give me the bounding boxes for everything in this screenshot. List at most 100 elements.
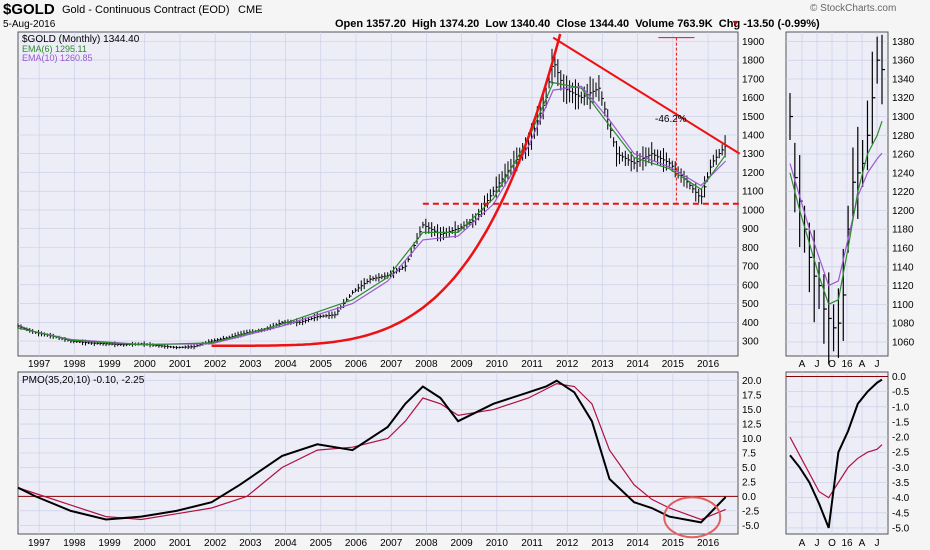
pmo-x-tick: 2000 <box>134 538 157 549</box>
zoom-pmo-y-tick: -3.0 <box>892 463 910 474</box>
pmo-legend: PMO(35,20,10) -0.10, -2.25 <box>22 375 145 386</box>
ema6-line <box>17 81 727 346</box>
zoom-y-tick: 1260 <box>892 150 915 161</box>
pmo-highlight-circle <box>663 496 722 539</box>
pmo-x-tick: 1999 <box>98 538 121 549</box>
zoom-x-tick: O <box>828 359 836 370</box>
zoom-pmo-x-tick: J <box>875 538 880 549</box>
resistance-line <box>552 36 741 155</box>
price-y-tick: 1400 <box>742 131 765 142</box>
watermark: © StockCharts.com <box>810 3 896 14</box>
price-x-tick: 2006 <box>345 359 368 370</box>
zoom-y-tick: 1220 <box>892 187 915 198</box>
zoom-pmo-y-tick: -3.5 <box>892 478 910 489</box>
pmo-x-tick: 1998 <box>63 538 86 549</box>
pmo-y-tick: 15.0 <box>742 405 762 416</box>
pmo-x-tick: 2005 <box>310 538 333 549</box>
pmo-x-tick: 2013 <box>591 538 614 549</box>
price-y-tick: 800 <box>742 243 759 254</box>
zoom-pmo-y-tick: -5.0 <box>892 523 910 534</box>
zoom-price-panel <box>785 31 889 357</box>
zoom-pmo-x-tick: A <box>799 538 806 549</box>
zoom-pmo-line <box>789 378 883 529</box>
price-x-tick: 2005 <box>310 359 333 370</box>
ema6-legend: EMA(6) 1295.11 <box>22 44 87 54</box>
price-y-tick: 300 <box>742 337 759 348</box>
zoom-x-tick: 16 <box>841 359 853 370</box>
zoom-y-tick: 1200 <box>892 206 915 217</box>
pct-drop-annotation: -46.2% <box>655 114 687 125</box>
pmo-x-tick: 2010 <box>486 538 509 549</box>
zoom-price-bars <box>789 34 885 365</box>
zoom-y-tick: 1300 <box>892 112 915 123</box>
price-x-tick: 2016 <box>697 359 720 370</box>
ema10-line <box>17 85 727 346</box>
zoom-pmo-y-tick: 0.0 <box>892 372 906 383</box>
price-x-tick: 2008 <box>415 359 438 370</box>
pmo-y-tick: -2.5 <box>742 506 760 517</box>
zoom-pmo-x-tick: 16 <box>841 538 853 549</box>
price-panel <box>17 31 739 357</box>
pmo-x-tick: 2007 <box>380 538 403 549</box>
price-x-tick: 2010 <box>486 359 509 370</box>
price-x-tick: 2003 <box>239 359 262 370</box>
quote-line: Open 1357.20 High 1374.20 Low 1340.40 Cl… <box>335 18 820 30</box>
plot-marks <box>17 33 888 539</box>
price-y-tick: 1100 <box>742 187 764 198</box>
zoom-pmo-y-tick: -2.5 <box>892 448 910 459</box>
price-y-tick: 900 <box>742 224 759 235</box>
zoom-y-tick: 1160 <box>892 244 914 255</box>
zoom-x-tick: J <box>875 359 880 370</box>
price-x-tick: 2014 <box>627 359 650 370</box>
pmo-y-tick: 20.0 <box>742 376 762 387</box>
pmo-x-tick: 2004 <box>274 538 297 549</box>
pmo-y-tick: 12.5 <box>742 420 762 431</box>
zoom-pmo-y-tick: -2.0 <box>892 433 910 444</box>
zoom-y-tick: 1380 <box>892 37 915 48</box>
contract-name: Gold - Continuous Contract (EOD) <box>62 4 230 16</box>
pmo-y-tick: 2.5 <box>742 477 756 488</box>
pmo-x-tick: 2012 <box>556 538 579 549</box>
ema10-legend: EMA(10) 1260.85 <box>22 53 93 63</box>
zoom-ema6-line <box>789 121 883 306</box>
pmo-x-tick: 2003 <box>239 538 262 549</box>
grid <box>18 32 888 534</box>
price-y-tick: 700 <box>742 262 759 273</box>
price-y-tick: 600 <box>742 280 759 291</box>
zoom-x-tick: J <box>815 359 820 370</box>
zoom-y-tick: 1100 <box>892 300 914 311</box>
pmo-x-tick: 2016 <box>697 538 720 549</box>
pmo-signal-line <box>17 382 726 521</box>
zoom-pmo-y-tick: -0.5 <box>892 387 910 398</box>
zoom-pmo-x-tick: A <box>859 538 866 549</box>
zoom-pmo-y-tick: -1.5 <box>892 417 910 428</box>
exchange-label: CME <box>238 4 262 16</box>
pmo-x-tick: 1997 <box>28 538 51 549</box>
zoom-y-tick: 1340 <box>892 74 915 85</box>
pmo-y-tick: 10.0 <box>742 434 762 445</box>
pmo-y-tick: 5.0 <box>742 463 756 474</box>
price-x-tick: 1999 <box>98 359 121 370</box>
zoom-x-tick: A <box>799 359 806 370</box>
price-x-tick: 2007 <box>380 359 403 370</box>
price-x-tick: 2009 <box>450 359 473 370</box>
down-triangle-icon: ▼ <box>731 18 740 28</box>
price-x-tick: 2015 <box>662 359 685 370</box>
zoom-pmo-x-tick: O <box>828 538 836 549</box>
price-y-tick: 400 <box>742 318 759 329</box>
price-y-tick: 500 <box>742 299 759 310</box>
zoom-pmo-y-tick: -1.0 <box>892 402 910 413</box>
pmo-x-tick: 2006 <box>345 538 368 549</box>
pmo-x-tick: 2002 <box>204 538 227 549</box>
price-y-tick: 1700 <box>742 74 765 85</box>
pmo-line <box>17 379 727 524</box>
price-y-tick: 1300 <box>742 149 765 160</box>
zoom-ema10-line <box>789 152 883 287</box>
price-x-tick: 2013 <box>591 359 614 370</box>
pmo-x-tick: 2015 <box>662 538 685 549</box>
pmo-x-tick: 2011 <box>521 538 543 549</box>
price-y-tick: 1800 <box>742 56 765 67</box>
pmo-y-tick: 0.0 <box>742 492 756 503</box>
symbol-label: $GOLD <box>3 1 55 18</box>
